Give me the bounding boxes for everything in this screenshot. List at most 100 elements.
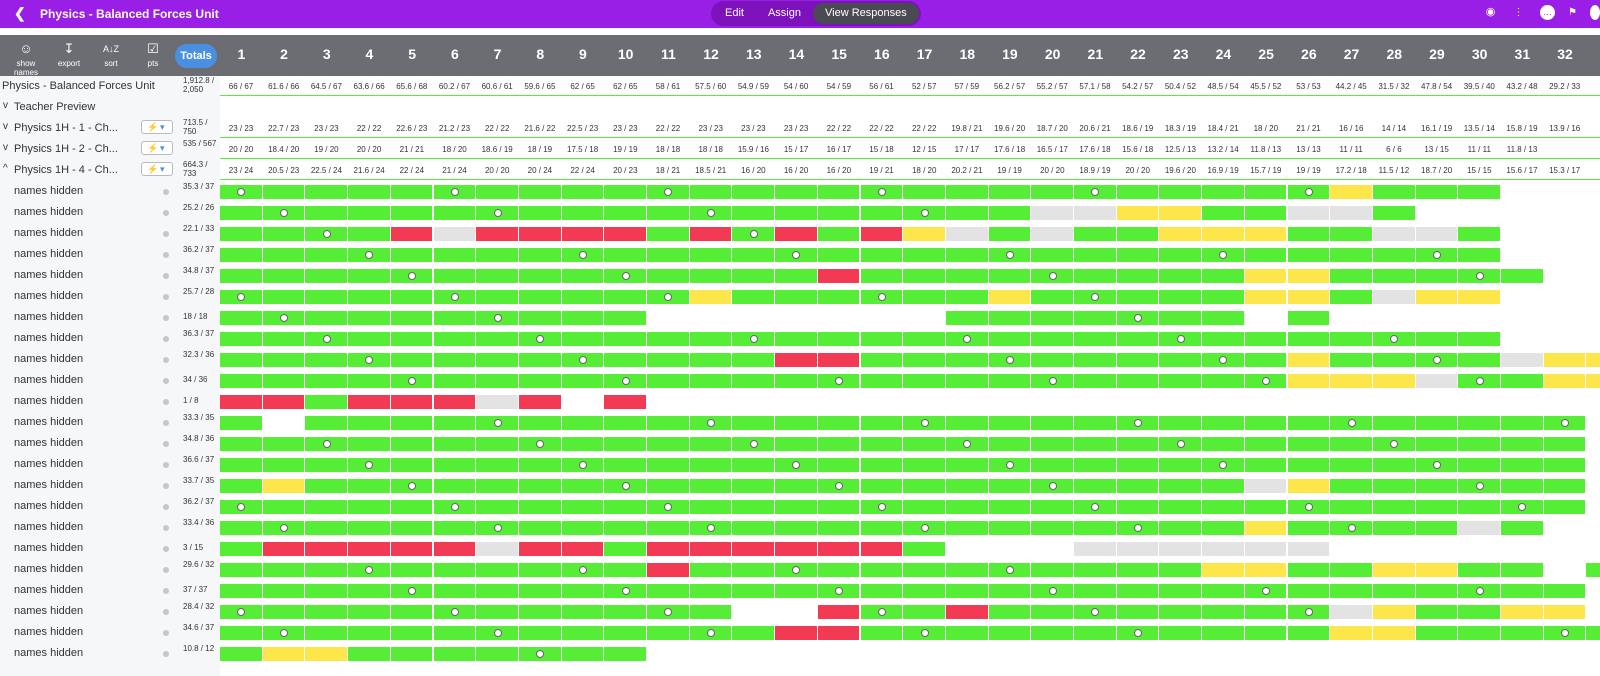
response-cell[interactable]: [1031, 584, 1073, 598]
student-row[interactable]: names hidden 29.6 / 32: [0, 559, 220, 580]
response-cell[interactable]: [689, 479, 732, 493]
response-cell[interactable]: [1031, 248, 1073, 262]
response-cell[interactable]: [305, 458, 348, 472]
response-cell[interactable]: [604, 479, 646, 493]
response-cell[interactable]: [988, 332, 1031, 346]
response-cell[interactable]: [390, 269, 433, 283]
response-cell[interactable]: [561, 353, 604, 367]
response-cell[interactable]: [433, 353, 476, 367]
response-cell[interactable]: [1116, 353, 1159, 367]
response-cell[interactable]: [860, 563, 903, 577]
response-cell[interactable]: [1202, 626, 1244, 640]
tab-assign[interactable]: Assign: [767, 7, 801, 19]
response-cell[interactable]: [220, 437, 262, 451]
response-cell[interactable]: [775, 353, 817, 367]
response-cell[interactable]: [817, 437, 860, 451]
response-cell[interactable]: [1330, 605, 1372, 619]
response-cell[interactable]: [604, 248, 646, 262]
student-row[interactable]: names hidden 32.3 / 36: [0, 349, 220, 370]
response-cell[interactable]: [988, 353, 1031, 367]
response-cell[interactable]: [561, 416, 604, 430]
response-cell[interactable]: [1287, 500, 1330, 514]
response-cell[interactable]: [1501, 416, 1543, 430]
response-cell[interactable]: [1074, 437, 1116, 451]
response-cell[interactable]: [988, 185, 1031, 199]
column-number[interactable]: 5: [408, 46, 417, 62]
response-cell[interactable]: [1287, 563, 1330, 577]
response-cell[interactable]: [860, 584, 903, 598]
column-number[interactable]: 1: [237, 46, 246, 62]
response-cell[interactable]: [220, 311, 262, 325]
response-cell[interactable]: [1202, 206, 1244, 220]
response-cell[interactable]: [518, 500, 561, 514]
response-cell[interactable]: [1116, 521, 1159, 535]
response-cell[interactable]: [561, 542, 604, 556]
response-cell[interactable]: [561, 227, 604, 241]
response-cell[interactable]: [518, 269, 561, 283]
response-cell[interactable]: [561, 647, 604, 661]
response-cell[interactable]: [1202, 290, 1244, 304]
response-cell[interactable]: [1330, 227, 1372, 241]
response-cell[interactable]: [348, 353, 390, 367]
response-cell[interactable]: [262, 458, 305, 472]
response-cell[interactable]: [220, 353, 262, 367]
lightning-dropdown[interactable]: ⚡ ▾: [141, 141, 173, 155]
response-cell[interactable]: [1202, 416, 1244, 430]
response-cell[interactable]: [647, 563, 689, 577]
response-cell[interactable]: [732, 521, 775, 535]
response-cell[interactable]: [390, 311, 433, 325]
response-cell[interactable]: [1372, 437, 1415, 451]
response-cell[interactable]: [220, 479, 262, 493]
response-cell[interactable]: [220, 584, 262, 598]
response-cell[interactable]: [860, 248, 903, 262]
response-cell[interactable]: [1458, 605, 1500, 619]
response-cell[interactable]: [775, 227, 817, 241]
response-cell[interactable]: [903, 437, 945, 451]
response-cell[interactable]: [1031, 605, 1073, 619]
chevron-left-icon[interactable]: ❮: [14, 5, 26, 21]
tab-view-responses[interactable]: View Responses: [813, 3, 919, 24]
response-cell[interactable]: [390, 395, 433, 409]
response-cell[interactable]: [476, 332, 518, 346]
response-cell[interactable]: [647, 290, 689, 304]
response-cell[interactable]: [903, 248, 945, 262]
column-number[interactable]: 13: [745, 46, 762, 62]
response-cell[interactable]: [476, 395, 518, 409]
response-cell[interactable]: [518, 542, 561, 556]
profile-icon[interactable]: [1590, 5, 1600, 20]
response-cell[interactable]: [1074, 269, 1116, 283]
response-cell[interactable]: [604, 185, 646, 199]
response-cell[interactable]: [1074, 206, 1116, 220]
response-cell[interactable]: [1458, 479, 1500, 493]
response-cell[interactable]: [561, 185, 604, 199]
response-cell[interactable]: [1586, 374, 1600, 388]
response-cell[interactable]: [775, 206, 817, 220]
response-cell[interactable]: [1543, 626, 1586, 640]
eye-icon[interactable]: ◉: [1485, 6, 1496, 18]
response-cell[interactable]: [518, 227, 561, 241]
response-cell[interactable]: [903, 332, 945, 346]
response-cell[interactable]: [1031, 206, 1073, 220]
response-cell[interactable]: [1031, 332, 1073, 346]
column-number[interactable]: 26: [1301, 46, 1317, 62]
response-cell[interactable]: [1202, 227, 1244, 241]
response-cell[interactable]: [561, 206, 604, 220]
response-cell[interactable]: [945, 626, 988, 640]
response-cell[interactable]: [775, 584, 817, 598]
response-cell[interactable]: [220, 563, 262, 577]
response-cell[interactable]: [1159, 437, 1202, 451]
response-cell[interactable]: [305, 269, 348, 283]
response-cell[interactable]: [903, 584, 945, 598]
response-cell[interactable]: [1458, 584, 1500, 598]
response-cell[interactable]: [262, 248, 305, 262]
response-cell[interactable]: [1159, 227, 1202, 241]
response-cell[interactable]: [1287, 353, 1330, 367]
response-cell[interactable]: [1202, 353, 1244, 367]
show-names-button[interactable]: ☺ show names: [6, 42, 46, 78]
response-cell[interactable]: [775, 521, 817, 535]
response-cell[interactable]: [1287, 269, 1330, 283]
response-cell[interactable]: [689, 437, 732, 451]
response-cell[interactable]: [1074, 605, 1116, 619]
response-cell[interactable]: [689, 542, 732, 556]
response-cell[interactable]: [1202, 584, 1244, 598]
